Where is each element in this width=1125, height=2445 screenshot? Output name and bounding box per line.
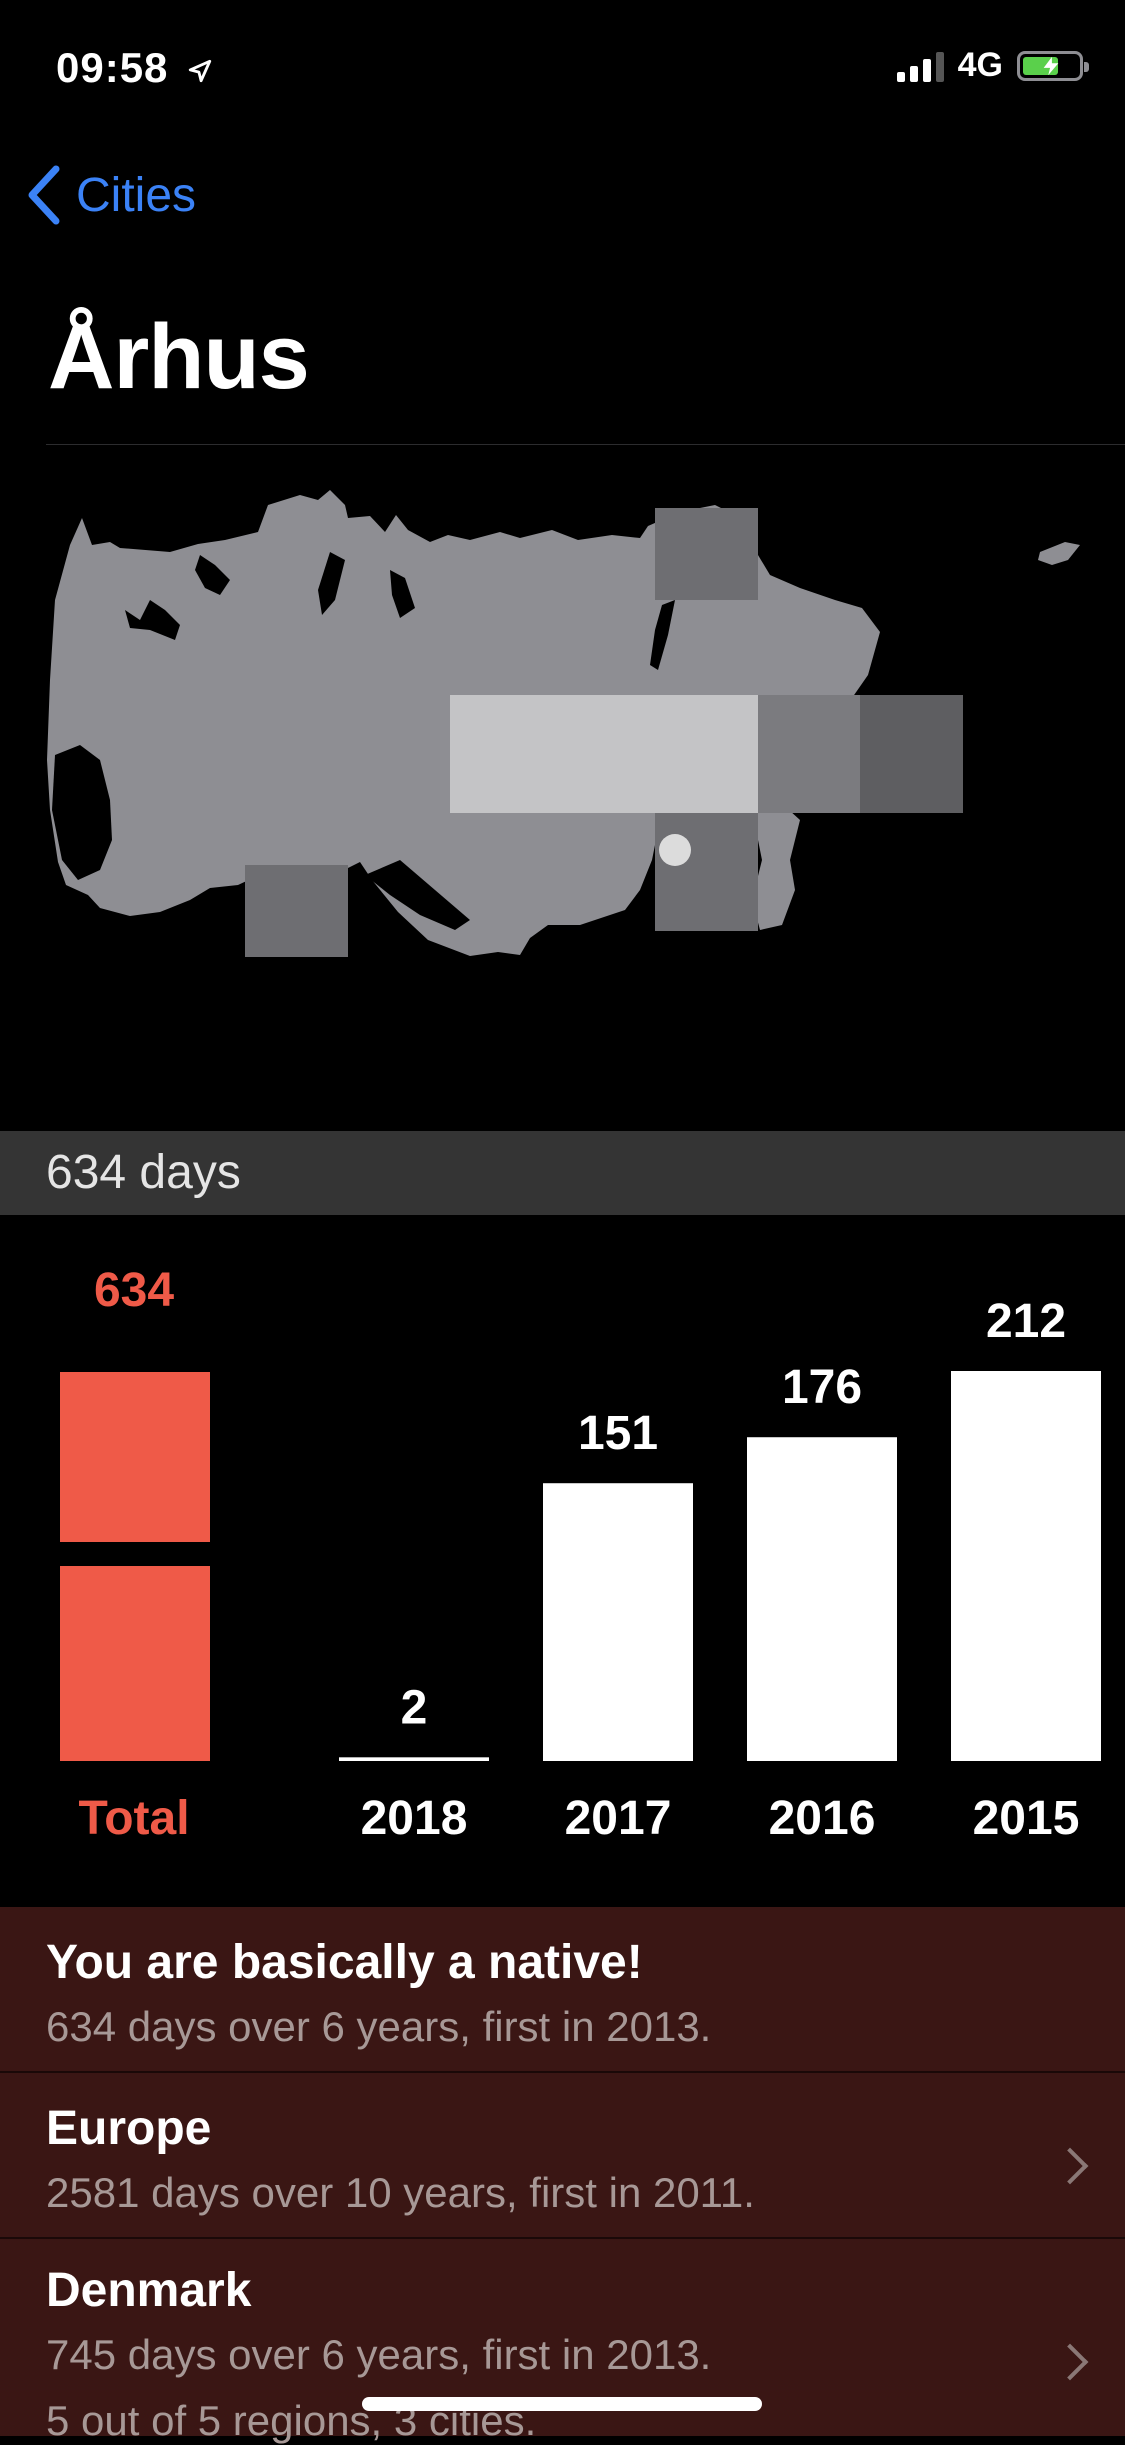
total-bar-upper <box>60 1372 210 1542</box>
bar-2015 <box>951 1371 1101 1761</box>
map-lake-west <box>52 745 112 880</box>
europe-card[interactable]: Europe 2581 days over 10 years, first in… <box>0 2073 1125 2237</box>
card-subtitle: 745 days over 6 years, first in 2013. <box>46 2331 712 2378</box>
map-region-east[interactable] <box>758 695 963 813</box>
map-region-northeast[interactable] <box>655 508 758 600</box>
denmark-card[interactable]: Denmark 745 days over 6 years, first in … <box>0 2239 1125 2444</box>
bar-value-label: 151 <box>578 1407 658 1460</box>
bar-2016 <box>747 1437 897 1761</box>
year-bars: 2 2018 151 2017 176 2016 212 2015 <box>339 1295 1101 1845</box>
days-summary-band: 634 days <box>0 1131 1125 1215</box>
total-label: Total <box>78 1792 189 1845</box>
map-region-center[interactable] <box>655 813 758 931</box>
chevron-right-icon <box>1051 2147 1089 2185</box>
map-fjord-4 <box>390 570 415 618</box>
status-time: 09:58 <box>56 44 213 92</box>
back-label: Cities <box>76 168 197 222</box>
days-summary-label: 634 days <box>46 1146 241 1199</box>
map-island <box>1038 542 1080 565</box>
bar-value-label: 212 <box>986 1295 1066 1348</box>
cellular-signal-icon <box>896 50 944 82</box>
network-type: 4G <box>957 46 1003 84</box>
card-title: Denmark <box>46 2264 252 2317</box>
year-label: 2015 <box>973 1792 1080 1845</box>
map-fjord-5 <box>650 600 675 670</box>
battery-tip <box>1084 61 1089 72</box>
native-card: You are basically a native! 634 days ove… <box>0 1907 1125 2071</box>
charging-bolt-icon <box>1043 56 1059 75</box>
year-label: 2016 <box>769 1792 876 1845</box>
battery-icon <box>1017 50 1089 81</box>
card-title: Europe <box>46 2102 212 2155</box>
year-label: 2018 <box>361 1792 468 1845</box>
card-divider <box>0 2237 1125 2239</box>
map-fjord-2 <box>195 555 230 595</box>
card-subtitle: 2581 days over 10 years, first in 2011. <box>46 2169 755 2216</box>
total-column: 634 Total <box>60 1264 210 1845</box>
yearly-days-chart: 634 Total 2 2018 151 2017 176 2016 212 2015 <box>60 1264 1101 1845</box>
title-divider <box>46 444 1125 445</box>
total-value-label: 634 <box>94 1264 174 1317</box>
bar-value-label: 2 <box>401 1681 428 1734</box>
card-divider <box>0 2071 1125 2073</box>
home-indicator <box>362 2397 762 2411</box>
page-title: Århus <box>48 306 310 408</box>
location-arrow-icon <box>188 59 212 83</box>
region-map[interactable] <box>0 460 1125 1130</box>
map-fjord-1 <box>125 600 180 640</box>
map-bay-south <box>365 860 470 930</box>
bar-2017 <box>543 1483 693 1761</box>
chevron-left-icon <box>28 165 60 225</box>
back-button[interactable]: Cities <box>24 165 196 225</box>
city-location-marker[interactable] <box>659 834 691 866</box>
total-bar-lower <box>60 1566 210 1761</box>
status-right: 4G <box>896 46 1089 85</box>
status-bar: 09:58 4G <box>0 0 1125 135</box>
bar-2018 <box>339 1757 489 1761</box>
year-label: 2017 <box>565 1792 672 1845</box>
bar-value-label: 176 <box>782 1361 862 1414</box>
map-region-southwest[interactable] <box>245 865 348 957</box>
clock-text: 09:58 <box>56 44 169 91</box>
card-title: You are basically a native! <box>46 1936 643 1989</box>
map-fjord-3 <box>318 552 345 615</box>
card-subtitle: 634 days over 6 years, first in 2013. <box>46 2003 712 2050</box>
chevron-right-icon <box>1051 2343 1089 2381</box>
